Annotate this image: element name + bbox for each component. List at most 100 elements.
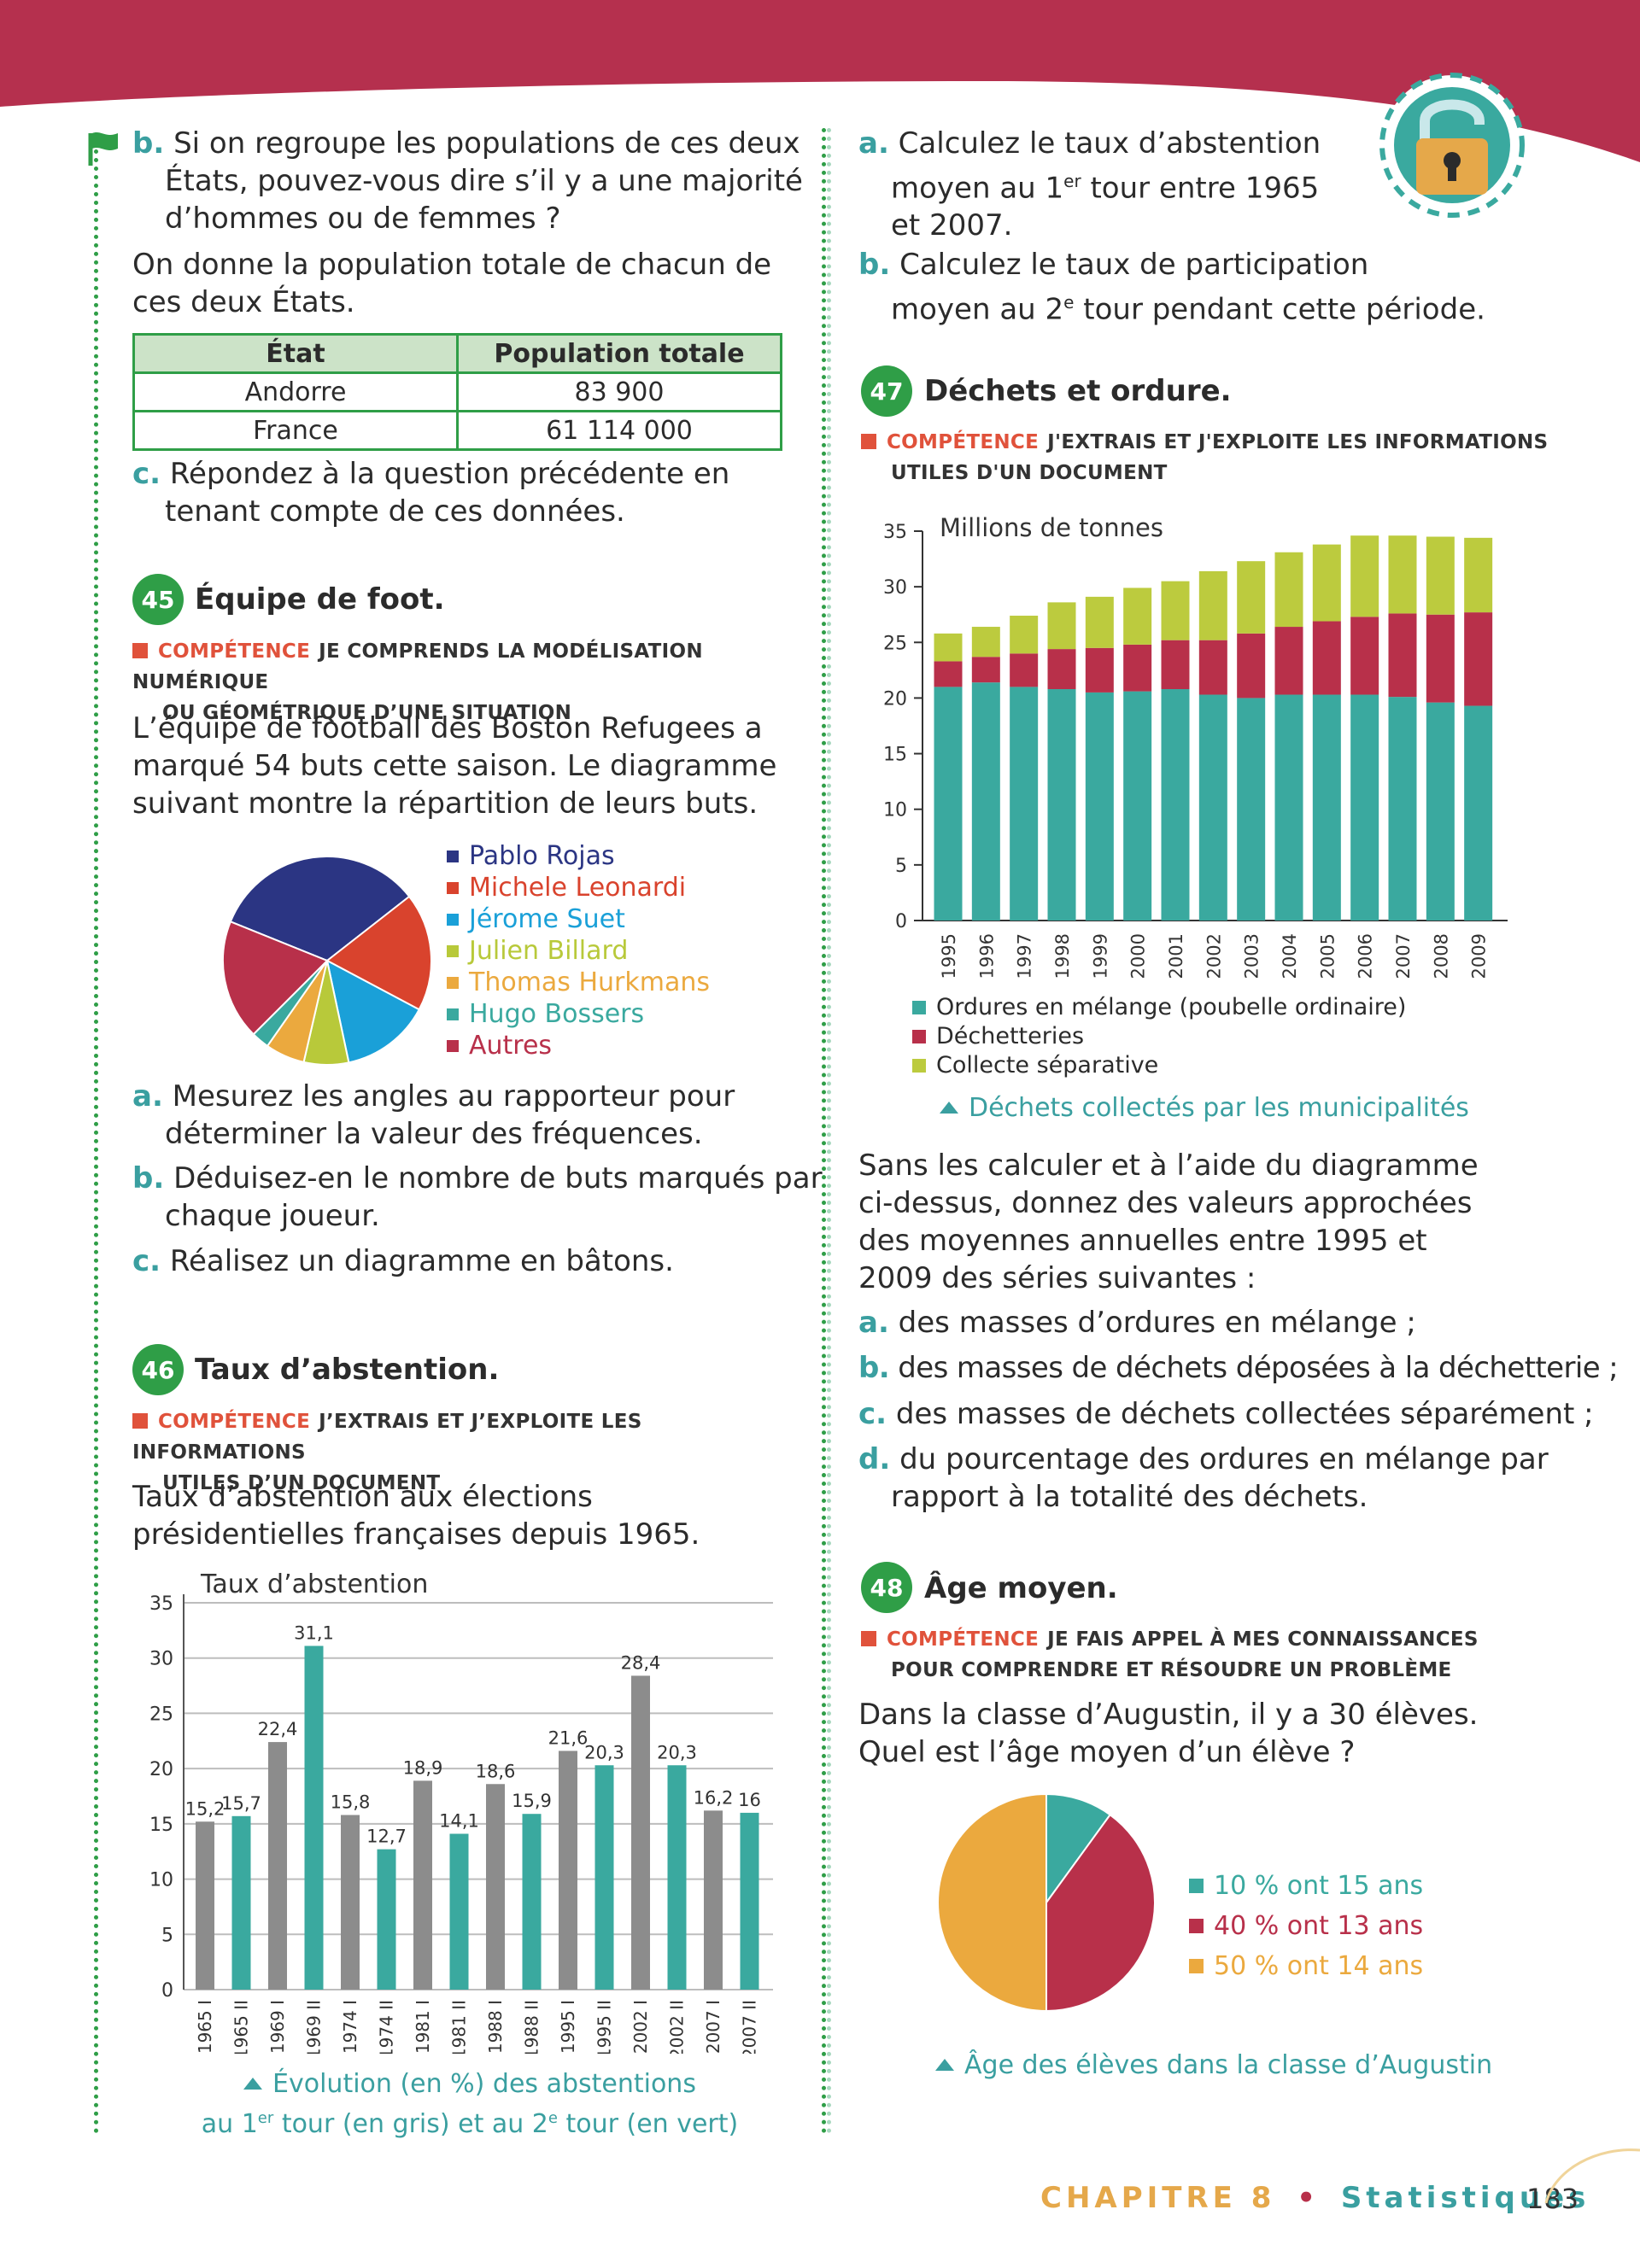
- bar: [522, 1814, 542, 1990]
- label-b: b.: [858, 248, 891, 282]
- data-label: 21,6: [548, 1727, 589, 1748]
- x-tick-label: 1997: [1015, 933, 1035, 979]
- question-b-text: Si on regroupe les populations de ces de…: [165, 126, 803, 236]
- x-tick-label: 2008: [1431, 933, 1451, 979]
- competence-text: OU GÉOMÉTRIQUE D’UNE SITUATION: [162, 702, 572, 724]
- pie-slice: [229, 856, 411, 962]
- table-cell: 61 114 000: [456, 410, 782, 451]
- bar: [486, 1784, 505, 1990]
- x-tick-label: 2002: [1204, 933, 1224, 979]
- label-c: c.: [132, 457, 161, 491]
- exercise-48-text: Dans la classe d’Augustin, il y a 30 élè…: [858, 1696, 1576, 1771]
- y-tick-label: 30: [883, 577, 907, 599]
- footer-corner-arc: [1544, 2148, 1640, 2204]
- legend-swatch: [447, 976, 459, 989]
- exercise-45-text: L’équipe de football des Boston Refugees…: [132, 711, 777, 821]
- stacked-bar-segment: [1388, 697, 1417, 921]
- stacked-bar-segment: [1085, 692, 1114, 921]
- x-tick-label: 2007 I: [703, 2000, 723, 2054]
- legend-label: Hugo Bossers: [469, 999, 645, 1029]
- x-tick-label: 1974 II: [377, 2000, 397, 2054]
- question-b-text: Déduisez-en le nombre de buts marqués pa…: [165, 1161, 823, 1233]
- x-tick-label: 1965 II: [231, 2000, 252, 2054]
- table-cell: 83 900: [456, 371, 782, 412]
- bar: [268, 1742, 287, 1990]
- exercise-45-question-c: c. Réalisez un diagramme en bâtons.: [132, 1242, 840, 1280]
- age-pie-legend: 10 % ont 15 ans 40 % ont 13 ans 50 % ont 1…: [1189, 1866, 1548, 1986]
- bar: [449, 1833, 469, 1990]
- bar: [341, 1815, 360, 1990]
- triangle-caption-icon: [935, 2059, 954, 2071]
- stacked-bar-segment: [1123, 644, 1152, 692]
- table-header-population: Population totale: [456, 333, 782, 374]
- x-tick-label: 1969 II: [304, 2000, 325, 2054]
- y-axis-label: Millions de tonnes: [940, 513, 1163, 542]
- data-label: 14,1: [439, 1811, 479, 1832]
- x-tick-label: 1965 I: [195, 2000, 215, 2054]
- table-cell: Andorre: [132, 371, 459, 412]
- waste-stacked-bar-chart: Millions de tonnes 0 5 10 15 20 25 30 35 1995 1996…: [883, 513, 1508, 979]
- left-question-c: c. Répondez à la question précédente en …: [132, 455, 831, 530]
- label-b: b.: [132, 126, 165, 161]
- competence-square: [861, 1631, 876, 1646]
- legend-item: Pablo Rojas: [447, 840, 805, 872]
- legend-swatch: [1189, 1919, 1204, 1933]
- question-d-text: du pourcentage des ordures en mélange pa…: [891, 1442, 1549, 1514]
- x-tick-label: 2004: [1280, 933, 1300, 979]
- stacked-bar-segment: [1161, 689, 1190, 921]
- pie-slice: [1046, 1792, 1112, 1906]
- exercise-46-competence: COMPÉTENCE J’EXTRAIS ET J’EXPLOITE LES IN…: [132, 1406, 816, 1499]
- caption-text: tour (en gris) et au 2: [273, 2109, 548, 2139]
- exercise-47-question-d: d. du pourcentage des ordures en mélange…: [858, 1441, 1574, 1516]
- chart-title: Taux d’abstention: [200, 1569, 428, 1599]
- right-question-a: a. Calculez le taux d’abstention moyen a…: [858, 125, 1388, 244]
- stacked-bar-segment: [934, 661, 963, 687]
- label-b: b.: [858, 1351, 890, 1385]
- y-tick-label: 35: [149, 1593, 173, 1615]
- question-b-text: moyen au 2: [891, 292, 1064, 327]
- y-tick-label: 5: [161, 1925, 173, 1946]
- bar: [304, 1645, 324, 1990]
- caption-sup: e: [548, 2109, 558, 2127]
- y-tick-label: 10: [883, 800, 907, 821]
- left-question-b: b. Si on regroupe les populations de ces…: [132, 125, 831, 237]
- exercise-47-badge: 47: [861, 365, 912, 417]
- caption-text: Évolution (en %) des abstentions: [272, 2069, 696, 2099]
- competence-text: J’EXTRAIS ET J’EXPLOITE LES INFORMATIONS: [132, 1411, 642, 1464]
- x-tick-label: 2003: [1242, 933, 1262, 979]
- stacked-bar-segment: [1426, 614, 1455, 703]
- x-tick-label: 1995: [939, 933, 959, 979]
- stacked-bar-segment: [1047, 689, 1076, 921]
- question-c-text: des masses de déchets collectées séparém…: [895, 1397, 1594, 1431]
- caption-text: tour (en vert): [557, 2109, 739, 2139]
- x-tick-label: 1998: [1052, 933, 1073, 979]
- exercise-47-question-c: c. des masses de déchets collectées sépa…: [858, 1395, 1640, 1433]
- stacked-bar-segment: [1010, 616, 1039, 654]
- x-tick-label: 2007 II: [740, 2000, 760, 2054]
- exercise-45-question-b: b. Déduisez-en le nombre de buts marqués…: [132, 1160, 840, 1235]
- bar: [231, 1815, 251, 1990]
- competence-text: UTILES D'UN DOCUMENT: [891, 462, 1168, 484]
- x-tick-label: 1981 I: [413, 2000, 433, 2054]
- exercise-48-badge: 48: [861, 1562, 912, 1613]
- legend-label: 40 % ont 13 ans: [1214, 1911, 1424, 1941]
- triangle-caption-icon: [940, 1102, 958, 1114]
- legend-label: Thomas Hurkmans: [469, 967, 710, 997]
- x-tick-label: 1981 II: [449, 2000, 470, 2054]
- data-label: 16: [738, 1790, 761, 1810]
- label-b: b.: [132, 1161, 165, 1195]
- x-tick-label: 2005: [1317, 933, 1338, 979]
- legend-item: Michele Leonardi: [447, 872, 805, 903]
- foot-pie-chart: [222, 856, 432, 1066]
- label-a: a.: [858, 1306, 889, 1340]
- stacked-bar-segment: [1350, 694, 1379, 921]
- question-b-text: des masses de déchets déposées à la déch…: [898, 1351, 1619, 1385]
- caption-text: Déchets collectés par les municipalités: [969, 1093, 1469, 1123]
- legend-swatch: [912, 1001, 926, 1014]
- competence-keyword: COMPÉTENCE: [887, 1628, 1040, 1651]
- exercise-45-question-a: a. Mesurez les angles au rapporteur pour…: [132, 1078, 840, 1153]
- x-tick-label: 1995 II: [594, 2000, 615, 2054]
- bar: [377, 1849, 396, 1990]
- legend-item: Thomas Hurkmans: [447, 967, 805, 998]
- x-tick-label: 1988 I: [485, 2000, 506, 2054]
